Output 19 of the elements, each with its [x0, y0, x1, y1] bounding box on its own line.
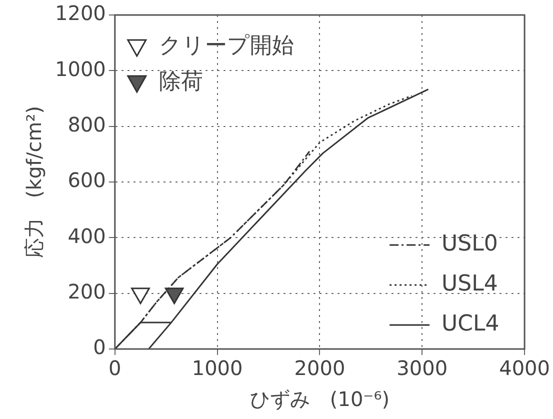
y-tick-label: 1200 [54, 1, 106, 26]
y-tick-label: 800 [68, 112, 106, 137]
legend-label: USL4 [442, 272, 498, 297]
y-tick-label: 0 [93, 335, 106, 360]
y-axis-title: 応力 (kgf/cm²) [22, 106, 46, 258]
y-tick-label: 200 [68, 280, 106, 304]
y-tick-label: 1000 [54, 56, 106, 81]
x-axis-title: ひずみ (10⁻⁶) [250, 387, 390, 412]
legend-label: USL0 [442, 232, 498, 257]
y-tick-label: 600 [68, 168, 106, 192]
x-tick-label: 0 [108, 356, 122, 380]
x-tick-label: 1000 [192, 356, 243, 380]
legend-label: クリープ開始 [158, 34, 294, 59]
x-tick-label: 2000 [294, 356, 346, 380]
legend-label: 除荷 [158, 70, 203, 95]
legend-label: UCL4 [442, 312, 500, 337]
x-tick-label: 4000 [499, 356, 550, 380]
x-tick-label: 3000 [396, 356, 448, 380]
y-tick-label: 400 [68, 224, 106, 248]
